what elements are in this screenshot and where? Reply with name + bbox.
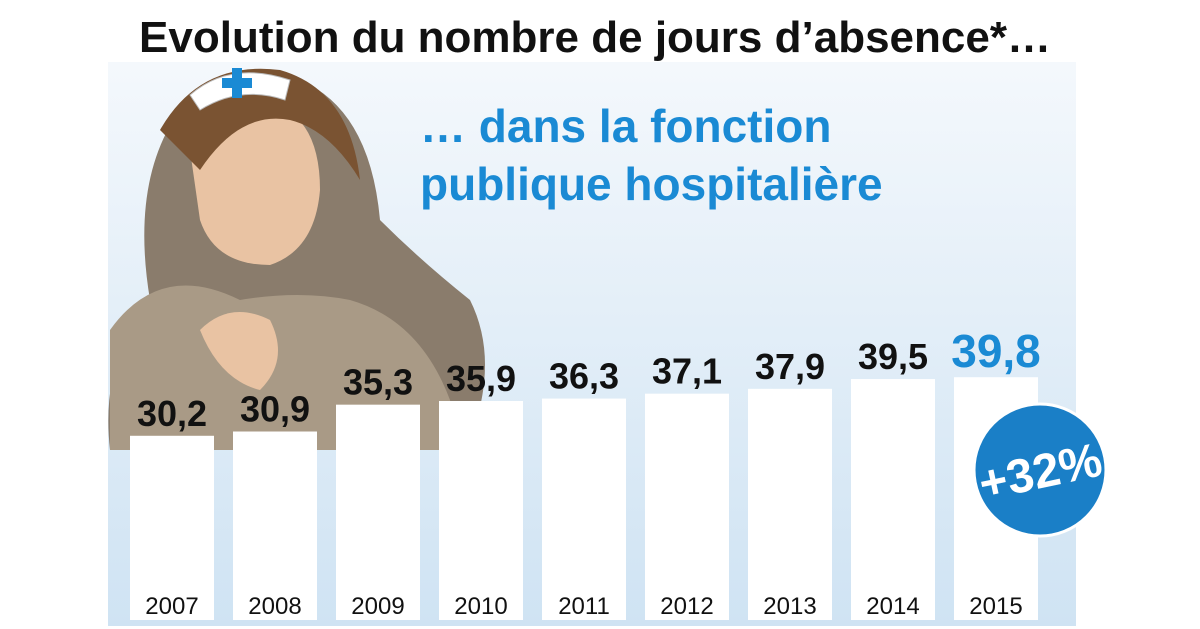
bar <box>233 431 317 620</box>
bar <box>130 435 214 620</box>
value-label: 36,3 <box>549 356 619 397</box>
bar <box>851 379 935 620</box>
value-label: 39,8 <box>951 325 1041 377</box>
value-label: 30,9 <box>240 389 310 430</box>
x-tick-label: 2009 <box>351 593 404 620</box>
x-tick-label: 2015 <box>969 593 1022 620</box>
chart-subtitle: … dans la fonction <box>420 100 831 152</box>
chart-title: Evolution du nombre de jours d’absence*… <box>139 13 1051 62</box>
x-tick-label: 2014 <box>866 593 919 620</box>
chart-subtitle: publique hospitalière <box>420 158 883 210</box>
x-tick-label: 2008 <box>248 593 301 620</box>
value-label: 39,5 <box>858 336 928 377</box>
value-label: 35,3 <box>343 362 413 403</box>
bar <box>542 398 626 620</box>
value-label: 35,9 <box>446 358 516 399</box>
bar <box>645 393 729 620</box>
value-label: 37,1 <box>652 351 722 392</box>
x-tick-label: 2012 <box>660 593 713 620</box>
bar <box>748 388 832 620</box>
badge <box>972 402 1108 538</box>
x-tick-label: 2011 <box>558 593 610 620</box>
x-tick-label: 2010 <box>454 593 507 620</box>
x-tick-label: 2007 <box>145 593 198 620</box>
bar <box>336 404 420 620</box>
value-label: 30,2 <box>137 393 207 434</box>
x-tick-label: 2013 <box>763 593 816 620</box>
value-label: 37,9 <box>755 346 825 387</box>
bar <box>439 401 523 620</box>
